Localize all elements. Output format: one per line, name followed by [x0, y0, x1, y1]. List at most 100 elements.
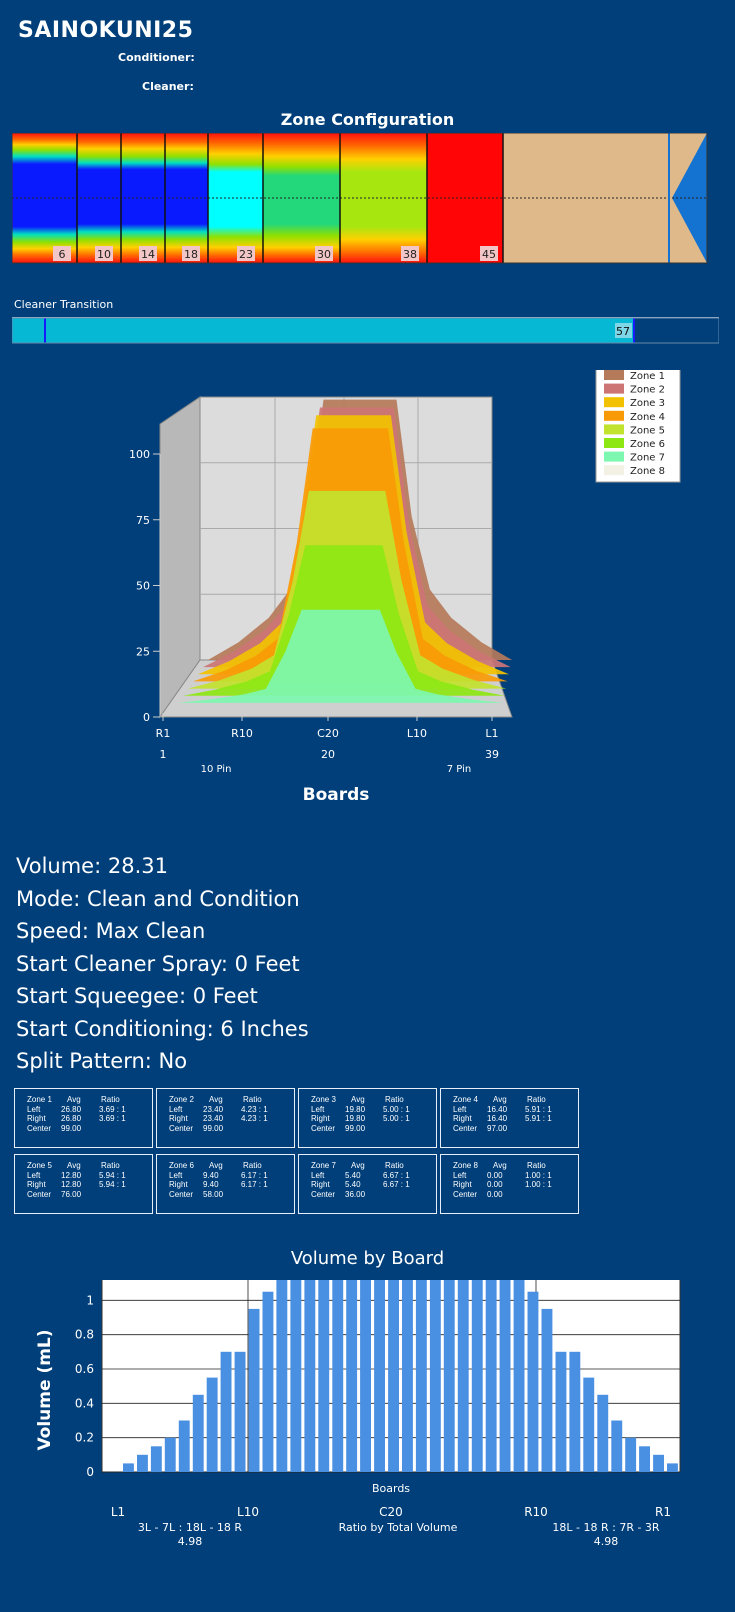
volume-bar: [346, 1280, 358, 1472]
zone-marker-badge: [95, 246, 113, 261]
volume-bar: [332, 1280, 344, 1472]
zone-ratio-cell: 5.94 : 1: [99, 1170, 126, 1180]
volume-bar: [234, 1351, 246, 1472]
zone-ratio-cell: Right: [169, 1114, 188, 1123]
cleaner-transition-bar[interactable]: 57: [12, 318, 719, 352]
cleaner-transition-value: 57: [616, 325, 630, 338]
zone-ratio-row: Right 0.00 1.00 : 1: [453, 1180, 578, 1190]
volume-chart-title: Volume by Board: [290, 1248, 445, 1269]
volume-bar: [374, 1280, 385, 1472]
zone-ratio-cell: 36.00: [345, 1189, 366, 1199]
legend-swatch: [604, 451, 624, 462]
legend-label: Zone 8: [630, 466, 665, 477]
zone-ratio-row: Zone 5 Avg Ratio: [27, 1161, 152, 1171]
zone-ratio-row: Center 58.00: [169, 1190, 294, 1200]
zone-marker-badge: [53, 246, 71, 261]
zone-ratio-cell: 19.80: [345, 1104, 366, 1114]
zone-ratio-cell: Right: [169, 1180, 188, 1189]
split-pattern-text: Split Pattern: No: [16, 1049, 188, 1073]
zone-ratio-cell: 5.91 : 1: [525, 1104, 552, 1114]
zone-marker-label: 38: [403, 248, 417, 261]
volume-bar: [276, 1280, 288, 1472]
zone-configuration-strip: 6 10 14 18 23 30 38 45: [12, 133, 708, 264]
zone-ratio-row: Right 12.80 5.94 : 1: [27, 1180, 152, 1190]
zone-ratio-box: Zone 6 Avg Ratio Left 9.40 6.17 : 1 Right 9.40 6…: [156, 1154, 295, 1214]
volume-bar: [192, 1394, 204, 1473]
zone-ratio-row: Zone 2 Avg Ratio: [169, 1095, 294, 1105]
zone-marker-badge: [237, 246, 255, 261]
zone-ratio-cell: Ratio: [101, 1095, 120, 1104]
zone-ratio-row: Left 9.40 6.17 : 1: [169, 1171, 294, 1181]
y-tick-label: 0.6: [75, 1362, 94, 1376]
zone-ratio-cell: Left: [169, 1104, 183, 1114]
legend-swatch: [604, 383, 624, 394]
pin-label: 7 Pin: [447, 764, 471, 775]
volume-bar: [248, 1308, 260, 1472]
zone-ratio-cell: 9.40: [203, 1180, 219, 1189]
zone-ratio-cell: 5.00 : 1: [383, 1114, 410, 1123]
volume-bar: [541, 1308, 553, 1472]
zone-ratio-row: Left 5.40 6.67 : 1: [311, 1171, 436, 1181]
zone-ratio-cell: Center: [311, 1189, 336, 1199]
zone-ratio-cell: 12.80: [61, 1180, 82, 1189]
zone-ratio-cell: 26.80: [61, 1114, 82, 1123]
legend-swatch: [604, 410, 624, 421]
zone-ratio-cell: Center: [453, 1123, 478, 1133]
zone-ratio-row: Left 26.80 3.69 : 1: [27, 1105, 152, 1115]
volume-bar: [471, 1280, 483, 1472]
volume-bar: [318, 1280, 330, 1472]
zone-ratio-row: Zone 4 Avg Ratio: [453, 1095, 578, 1105]
zone-ratio-cell: 99.00: [203, 1123, 224, 1133]
x-tick-label: C20: [379, 1505, 403, 1519]
zone-ratio-row: Center 97.00: [453, 1124, 578, 1134]
zone-ratio-cell: Avg: [67, 1161, 81, 1170]
conditioner-label: Conditioner:: [118, 51, 195, 64]
x-tick-label: R1: [156, 727, 171, 740]
zone-ratio-cell: 0.00: [487, 1189, 503, 1199]
volume-bar: [485, 1280, 497, 1472]
volume-bar: [304, 1280, 316, 1472]
legend-label: Zone 2: [630, 385, 665, 396]
legend-label: Zone 6: [630, 439, 665, 450]
zone-ratio-cell: 6.17 : 1: [241, 1180, 268, 1189]
zone-ratio-cell: 4.23 : 1: [241, 1114, 268, 1123]
volume-bar: [206, 1377, 218, 1472]
zone-ratio-cell: Left: [453, 1104, 467, 1114]
y-axis-title: Volume (mL): [35, 1329, 55, 1450]
zone-ratio-cell: Right: [453, 1114, 472, 1123]
speed-text: Speed: Max Clean: [16, 919, 206, 943]
volume-text: Volume: 28.31: [16, 854, 168, 878]
zone-ratio-cell: Center: [311, 1123, 336, 1133]
zone-ratio-cell: Left: [311, 1104, 325, 1114]
zone-ratio-cell: Left: [311, 1170, 325, 1180]
volume-bar: [262, 1291, 274, 1472]
x-tick-label: R10: [524, 1505, 548, 1519]
zone-ratio-cell: 76.00: [61, 1189, 82, 1199]
cleaner-transition-label: Cleaner Transition: [14, 298, 114, 311]
start-squeegee-text: Start Squeegee: 0 Feet: [16, 984, 258, 1008]
volume-bar: [555, 1351, 567, 1472]
zone-ratio-row: Right 26.80 3.69 : 1: [27, 1114, 152, 1124]
zone-ratio-cell: Center: [27, 1189, 52, 1199]
volume-bar: [178, 1420, 190, 1472]
y-tick-label: 1: [86, 1293, 94, 1307]
zone-ratio-cell: Ratio: [243, 1161, 262, 1170]
zone-ratio-cell: Center: [453, 1189, 478, 1199]
zone-marker-badge: [139, 246, 157, 261]
zone-ratio-cell: Avg: [351, 1161, 365, 1170]
zone-ratio-row: Center 36.00: [311, 1190, 436, 1200]
zone-ratio-cell: Ratio: [243, 1095, 262, 1104]
volume-by-board-chart: 00.20.40.60.811.2Volume (mL)BoardsL1L10C…: [35, 1280, 681, 1548]
volume-bar: [569, 1351, 581, 1472]
zone-ratio-cell: Left: [169, 1170, 183, 1180]
zone-ratio-cell: Zone 1: [27, 1095, 52, 1104]
legend-label: Zone 5: [630, 425, 665, 436]
center-ratio-label: Ratio by Total Volume: [339, 1521, 458, 1534]
zone-ratio-row: Right 19.80 5.00 : 1: [311, 1114, 436, 1124]
right-ratio-label: 18L - 18 R : 7R - 3R: [552, 1521, 660, 1534]
volume-bar: [402, 1280, 413, 1472]
zone-ratio-cell: 6.17 : 1: [241, 1170, 268, 1180]
zone-ratio-cell: 5.00 : 1: [383, 1104, 410, 1114]
zone-ratio-row: Left 23.40 4.23 : 1: [169, 1105, 294, 1115]
mode-text: Mode: Clean and Condition: [16, 886, 300, 911]
